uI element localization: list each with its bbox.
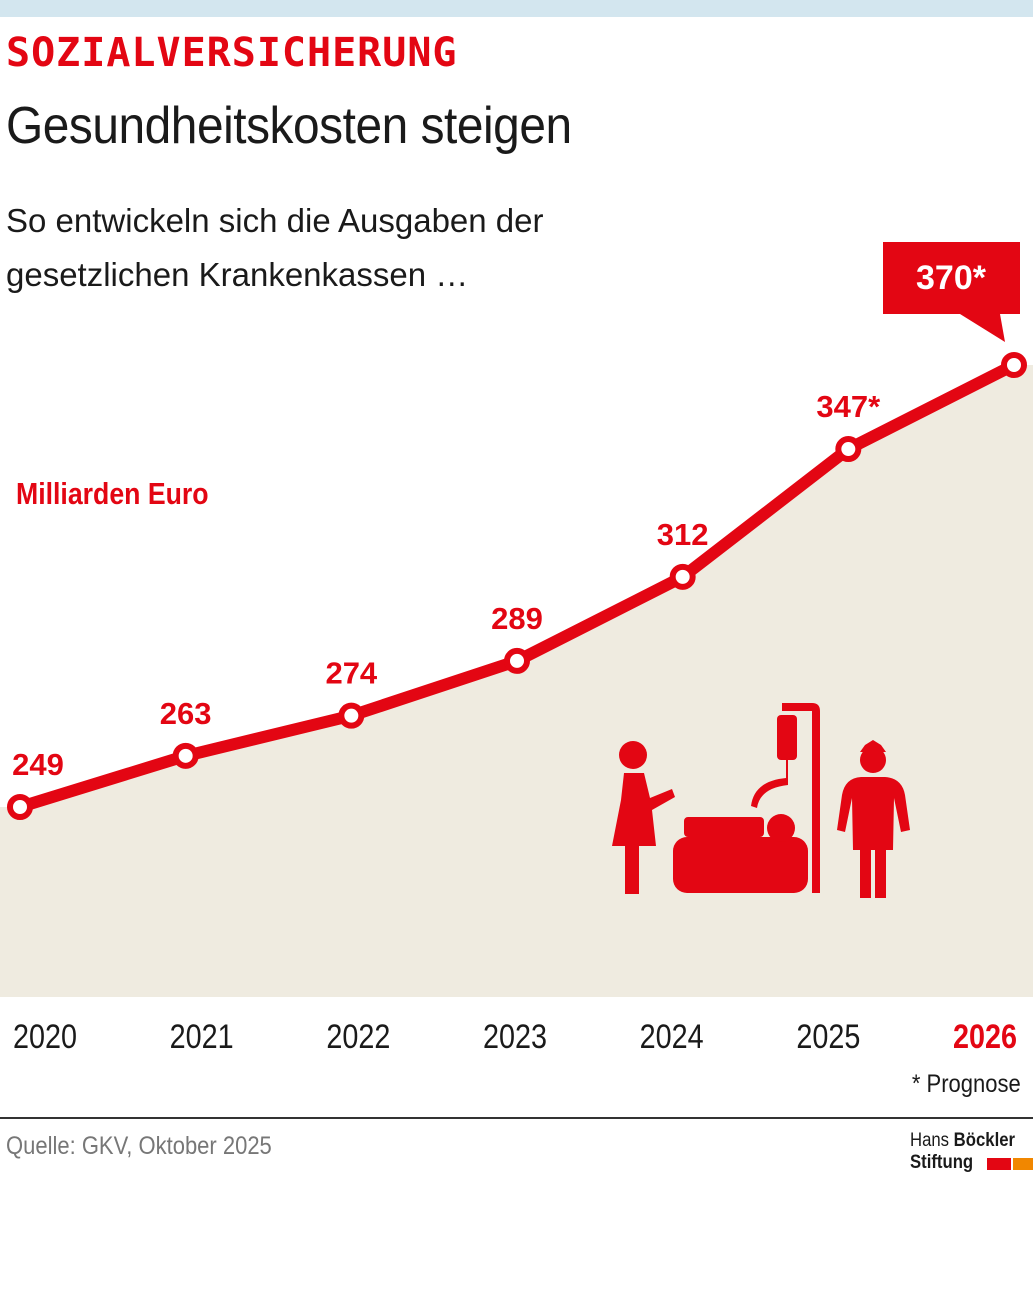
- kicker: SOZIALVERSICHERUNG: [6, 30, 458, 76]
- x-tick-label-2025: 2025: [796, 1018, 860, 1056]
- source-note: Quelle: GKV, Oktober 2025: [6, 1132, 272, 1160]
- chart-area-fill: [0, 365, 1033, 997]
- x-tick-label-2020: 2020: [13, 1018, 77, 1056]
- logo-text-boeckler: Böckler: [953, 1130, 1016, 1151]
- x-tick-label-2021: 2021: [170, 1018, 234, 1056]
- hospital-bed-visitor-nurse-icon: [612, 703, 910, 898]
- data-label-2024: 312: [657, 517, 709, 552]
- data-label-2020: 249: [12, 747, 64, 782]
- data-label-2023: 289: [491, 601, 543, 636]
- x-tick-label-2023: 2023: [483, 1018, 547, 1056]
- data-label-2021: 263: [160, 696, 212, 731]
- subtitle: So entwickeln sich die Ausgaben der gese…: [6, 202, 544, 293]
- data-point-2025: [835, 436, 862, 463]
- page-title: Gesundheitskosten steigen: [6, 97, 572, 155]
- data-point-2023: [504, 647, 530, 674]
- top-color-bar: [0, 0, 1033, 17]
- data-point-2026: [1001, 352, 1027, 378]
- data-point-2024: [669, 563, 696, 590]
- x-tick-label-2026: 2026: [953, 1018, 1017, 1056]
- x-tick-label-2022: 2022: [326, 1018, 390, 1056]
- data-label-2026: 370*: [916, 259, 987, 297]
- x-tick-label-2024: 2024: [640, 1018, 704, 1056]
- hans-boeckler-logo: Hans Böckler Stiftung: [910, 1130, 1033, 1180]
- logo-text-stiftung: Stiftung: [910, 1152, 974, 1173]
- data-label-2025: 347*: [816, 389, 881, 424]
- data-point-2020: [7, 794, 33, 820]
- logo-color-bar: [987, 1158, 1033, 1170]
- logo-text-hans: Hans: [910, 1130, 950, 1151]
- y-axis-unit-label: Milliarden Euro: [16, 476, 209, 511]
- footnote: * Prognose: [912, 1070, 1021, 1098]
- data-label-2022: 274: [325, 656, 377, 691]
- data-point-2022: [338, 702, 365, 729]
- callout-bubble: 370*: [883, 242, 1020, 342]
- divider: [0, 1117, 1033, 1119]
- line-area-chart: 249 263 274 289 312 347* 370* 2020 2021 2022 202…: [0, 242, 1033, 1056]
- data-point-2021: [172, 742, 199, 769]
